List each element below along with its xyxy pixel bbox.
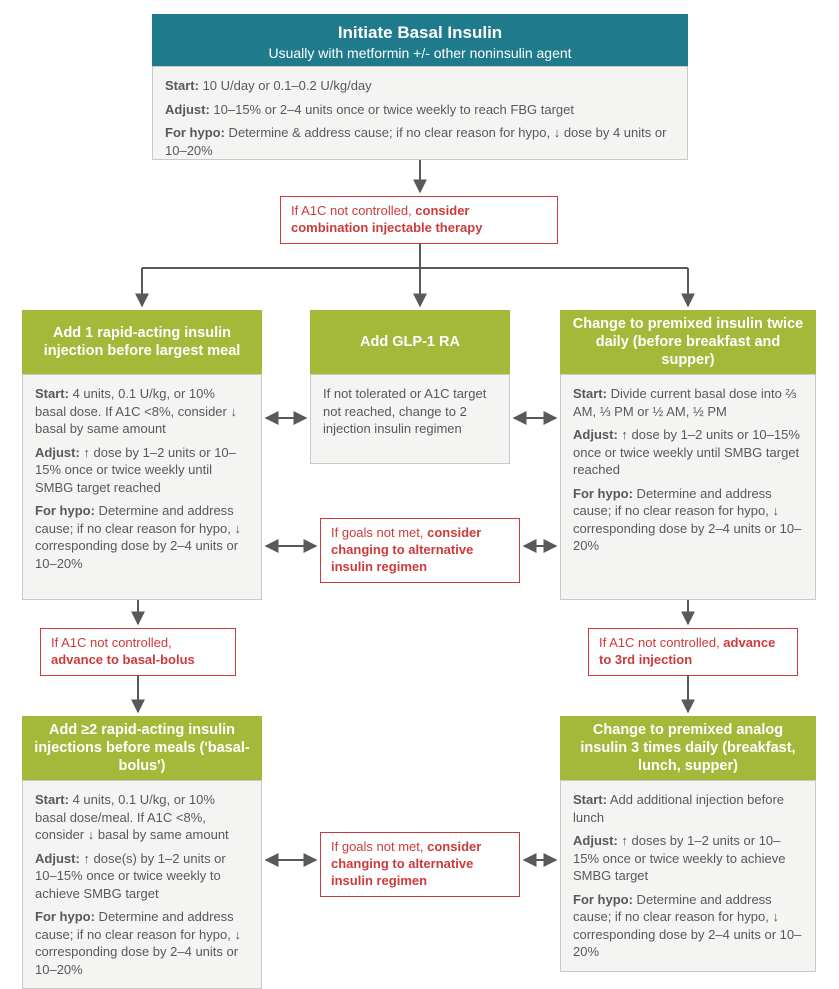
n6-start-label: Start: [573,792,607,807]
n6-header: Change to premixed analog insulin 3 time… [560,716,816,780]
c5: If goals not met, consider changing to a… [320,832,520,897]
c1-plain: If A1C not controlled, [291,203,415,218]
n4-adjust-label: Adjust: [573,427,618,442]
n6-adjust-label: Adjust: [573,833,618,848]
n2-start-label: Start: [35,386,69,401]
n2-header: Add 1 rapid-acting insulin injection bef… [22,310,262,374]
n1-adjust-label: Adjust: [165,102,210,117]
n1-hypo-label: For hypo: [165,125,225,140]
n5-adjust-label: Adjust: [35,851,80,866]
n5-hypo-label: For hypo: [35,909,95,924]
n3-header: Add GLP-1 RA [310,310,510,374]
flowchart-canvas: Initiate Basal Insulin Usually with metf… [0,0,839,948]
n5-header: Add ≥2 rapid-acting insulin injections b… [22,716,262,780]
c2: If goals not met, consider changing to a… [320,518,520,583]
n4-hypo-label: For hypo: [573,486,633,501]
c4-plain: If A1C not controlled, [599,635,723,650]
c5-plain: If goals not met, [331,839,427,854]
n1-header: Initiate Basal Insulin Usually with metf… [152,14,688,66]
n2-hypo-label: For hypo: [35,503,95,518]
n4-start-text: Divide current basal dose into ⅔ AM, ⅓ P… [573,386,796,419]
n6-hypo-label: For hypo: [573,892,633,907]
c2-plain: If goals not met, [331,525,427,540]
n1-body: Start: 10 U/day or 0.1–0.2 U/kg/day Adju… [152,66,688,160]
n1-title: Initiate Basal Insulin [163,23,677,43]
n3-title: Add GLP-1 RA [360,333,460,351]
n1-hypo-text: Determine & address cause; if no clear r… [165,125,666,158]
c3: If A1C not controlled, advance to basal-… [40,628,236,676]
n5-title: Add ≥2 rapid-acting insulin injections b… [31,721,253,775]
n2-adjust-label: Adjust: [35,445,80,460]
n5-start-label: Start: [35,792,69,807]
c3-plain: If A1C not controlled, [51,635,172,650]
n1-start-label: Start: [165,78,199,93]
n3-body-text: If not tolerated or A1C target not reach… [323,385,497,438]
n1-start-text: 10 U/day or 0.1–0.2 U/kg/day [199,78,372,93]
n3-body: If not tolerated or A1C target not reach… [310,374,510,464]
c1: If A1C not controlled, consider combinat… [280,196,558,244]
n6-body: Start: Add additional injection before l… [560,780,816,972]
n4-title: Change to premixed insulin twice daily (… [569,315,807,369]
n2-body: Start: 4 units, 0.1 U/kg, or 10% basal d… [22,374,262,600]
n6-title: Change to premixed analog insulin 3 time… [569,721,807,775]
c3-bold: advance to basal-bolus [51,652,195,667]
n1-adjust-text: 10–15% or 2–4 units once or twice weekly… [210,102,574,117]
n5-body: Start: 4 units, 0.1 U/kg, or 10% basal d… [22,780,262,989]
c4: If A1C not controlled, advance to 3rd in… [588,628,798,676]
n1-subtitle: Usually with metformin +/- other noninsu… [163,45,677,61]
n2-title: Add 1 rapid-acting insulin injection bef… [31,324,253,360]
n4-header: Change to premixed insulin twice daily (… [560,310,816,374]
n4-body: Start: Divide current basal dose into ⅔ … [560,374,816,600]
n4-start-label: Start: [573,386,607,401]
